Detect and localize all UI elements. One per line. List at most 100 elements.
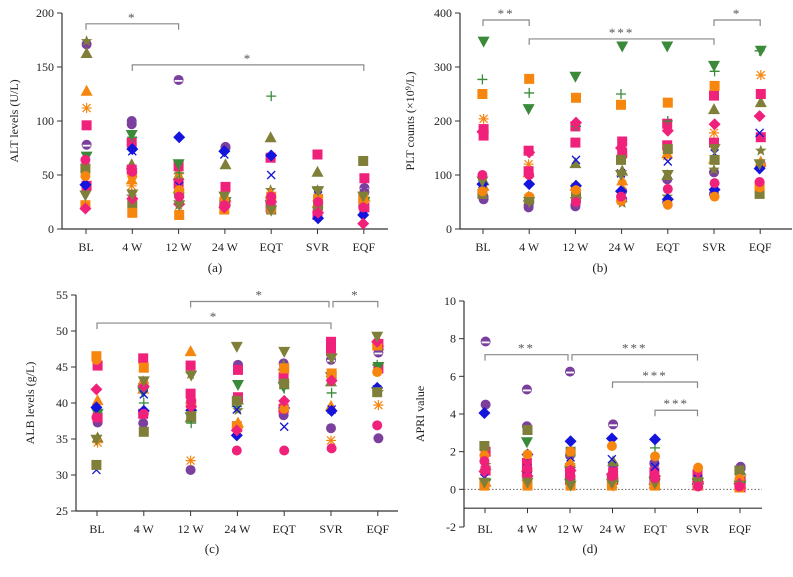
significance-bracket: * xyxy=(131,51,365,71)
x-tick-label: SVR xyxy=(319,522,342,536)
data-point-diamond xyxy=(708,118,721,131)
data-point-diamond xyxy=(312,206,325,219)
data-point-asterisk xyxy=(617,179,628,190)
significance-bracket: * xyxy=(96,309,332,330)
y-axis-title: ALT levels (U/L) xyxy=(7,79,21,162)
significance-bracket: *** xyxy=(528,25,715,45)
significance-bracket: * xyxy=(332,287,379,308)
y-tick-label: 0 xyxy=(446,222,452,236)
data-point-square xyxy=(186,410,197,421)
significance-bracket: * xyxy=(190,287,330,308)
data-point-invtriangle xyxy=(126,189,139,201)
data-point-square xyxy=(278,372,289,383)
x-tick-label: 12 W xyxy=(178,522,205,536)
data-point-square xyxy=(372,387,383,398)
data-point-plus xyxy=(754,45,765,56)
data-point-circle xyxy=(373,433,384,444)
data-point-diamond xyxy=(325,404,338,417)
data-point-square xyxy=(127,207,138,218)
data-point-square xyxy=(173,178,184,189)
data-point-diamond xyxy=(357,217,370,230)
data-point-square xyxy=(709,90,719,101)
data-point-x xyxy=(650,462,660,472)
data-point-invtriangle xyxy=(661,41,674,53)
significance-bracket: ** xyxy=(484,341,569,361)
data-point-circle xyxy=(754,177,765,188)
data-point-circle xyxy=(326,423,336,434)
data-point-square xyxy=(477,89,488,99)
significance-bracket: *** xyxy=(654,396,699,417)
data-points xyxy=(478,336,747,493)
significance-label: * xyxy=(128,10,137,25)
x-tick-label: EQF xyxy=(366,522,389,536)
data-point-square xyxy=(220,181,231,192)
half-circle-band xyxy=(609,424,618,427)
data-point-circle xyxy=(313,197,324,207)
data-point-circle xyxy=(522,463,533,474)
data-point-square xyxy=(709,80,720,91)
y-tick-label: 2 xyxy=(450,445,456,459)
significance-label: * xyxy=(244,51,253,66)
bracket-line xyxy=(528,38,715,45)
x-tick-label: 4 W xyxy=(519,240,540,254)
chart-panel-b: 0 100 200 300 400 BL 4 W 12 W 24 W EQT SVR EQF PLT c… xyxy=(403,6,792,275)
data-point-plus xyxy=(477,74,488,85)
data-point-plus xyxy=(662,116,673,126)
data-point-circle xyxy=(606,441,617,452)
y-tick-label: 400 xyxy=(434,6,452,20)
data-point-circle xyxy=(174,191,185,202)
data-point-triangle xyxy=(569,157,582,169)
data-points xyxy=(476,36,767,213)
data-point-square xyxy=(81,120,92,131)
y-tick-label: 300 xyxy=(434,60,452,74)
panel-label: (a) xyxy=(208,260,222,275)
data-point-invtriangle xyxy=(218,191,231,203)
half-circle-band xyxy=(522,389,531,392)
data-point-square xyxy=(617,136,628,147)
data-point-triangle xyxy=(80,84,93,96)
data-point-halfcircle xyxy=(81,139,92,150)
data-point-square xyxy=(755,132,766,143)
panel-label: (d) xyxy=(582,541,597,556)
data-point-plus xyxy=(127,132,138,143)
y-tick-label: 100 xyxy=(36,114,54,128)
data-point-circle xyxy=(662,199,673,210)
panel-label: (c) xyxy=(205,541,219,556)
data-point-diamond xyxy=(173,131,186,144)
data-point-circle xyxy=(477,170,488,180)
data-point-circle xyxy=(693,481,704,492)
data-point-circle xyxy=(480,399,491,410)
data-point-square xyxy=(80,163,91,174)
chart-panel-a: 0 50 100 150 200 BL 4 W 12 W 24 W EQT SVR EQF ALT le… xyxy=(7,6,388,275)
data-point-asterisk xyxy=(185,455,196,466)
data-point-square xyxy=(359,173,370,184)
data-point-circle xyxy=(571,185,581,196)
data-point-circle xyxy=(477,186,488,197)
data-point-invtriangle xyxy=(312,186,325,198)
data-point-diamond xyxy=(564,435,577,448)
x-tick-label: BL xyxy=(475,240,490,254)
significance-bracket: * xyxy=(713,6,761,27)
significance-label: * xyxy=(210,309,219,324)
significance-label: *** xyxy=(609,25,635,40)
x-tick-label: SVR xyxy=(306,240,329,254)
data-point-diamond xyxy=(523,146,536,159)
data-point-circle xyxy=(80,171,91,182)
y-tick-label: 40 xyxy=(56,396,68,410)
y-tick-label: 8 xyxy=(450,332,456,346)
x-tick-label: 24 W xyxy=(609,240,636,254)
data-point-square xyxy=(138,362,149,373)
data-point-star xyxy=(708,163,720,175)
data-point-square xyxy=(231,395,242,406)
data-point-square xyxy=(185,388,196,399)
data-point-square xyxy=(571,92,581,103)
y-tick-label: 25 xyxy=(56,504,68,518)
data-point-square xyxy=(522,425,533,436)
data-point-diamond xyxy=(278,394,291,407)
data-point-circle xyxy=(571,197,581,207)
half-circle-band xyxy=(82,144,91,147)
significance-label: *** xyxy=(622,341,648,356)
data-point-square xyxy=(279,378,290,389)
data-point-square xyxy=(126,137,137,148)
data-point-asterisk xyxy=(523,159,534,170)
